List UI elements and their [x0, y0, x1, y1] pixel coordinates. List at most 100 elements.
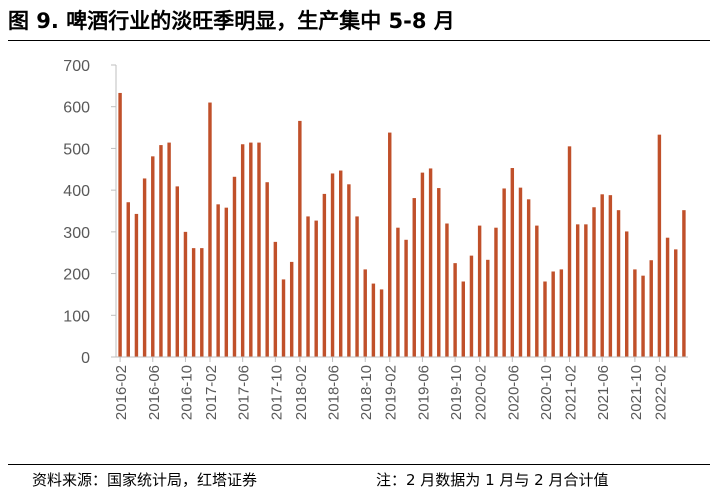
bar-2021-09	[625, 231, 629, 357]
bar-2019-06	[420, 172, 425, 357]
bar-2017-08	[257, 142, 261, 357]
x-tick-label-2016-06: 2016-06	[146, 365, 163, 420]
bar-2016-04	[134, 213, 139, 357]
bar-2020-02	[477, 225, 482, 357]
bar-2019-11	[461, 281, 465, 357]
bar-2018-09	[355, 216, 359, 357]
bar-2019-04	[404, 239, 408, 357]
bar-2018-11	[371, 283, 376, 357]
bar-2017-12	[289, 261, 294, 357]
x-tick-label-2020-10: 2020-10	[538, 365, 555, 420]
y-tick-label: 100	[63, 308, 90, 325]
bar-2020-07	[518, 187, 523, 357]
x-tick-label-2021-02: 2021-02	[563, 365, 580, 420]
bar-2018-10	[363, 269, 367, 357]
bar-2018-12	[379, 289, 384, 357]
x-tick-label-2018-10: 2018-10	[358, 365, 375, 420]
bar-2018-05	[322, 193, 327, 357]
bar-2021-04	[584, 224, 588, 357]
bar-2017-02	[208, 102, 212, 357]
bar-2021-08	[616, 210, 621, 357]
y-tick-label: 700	[63, 58, 90, 75]
bar-2017-06	[240, 144, 245, 357]
bar-2018-02	[298, 120, 302, 358]
bar-2016-07	[159, 145, 163, 357]
bar-2017-04	[224, 207, 229, 357]
bar-2019-09	[445, 223, 449, 357]
figure-title: 图 9. 啤酒行业的淡旺季明显，生产集中 5-8 月	[8, 9, 455, 33]
bar-2022-04	[674, 249, 678, 357]
bar-2020-03	[486, 259, 490, 357]
bar-2016-03	[126, 202, 130, 357]
bar-2020-11	[551, 271, 555, 357]
bar-2016-11	[191, 248, 196, 357]
bar-2017-03	[216, 204, 220, 357]
x-tick-label-2022-02: 2022-02	[652, 365, 669, 420]
y-tick-label: 0	[81, 350, 90, 367]
x-tick-label-2017-10: 2017-10	[268, 365, 285, 420]
bar-2021-06	[600, 194, 604, 357]
bar-2018-04	[314, 220, 318, 357]
bar-2020-05	[502, 188, 506, 357]
bar-2020-06	[510, 168, 515, 357]
bar-2017-07	[249, 142, 253, 357]
bar-2017-11	[281, 279, 286, 357]
y-tick-label: 500	[63, 141, 90, 158]
bar-2016-09	[175, 186, 179, 357]
x-tick-label-2021-06: 2021-06	[595, 365, 612, 420]
bar-2019-12	[469, 255, 474, 357]
bar-2016-06	[151, 156, 155, 357]
bar-2021-02	[567, 146, 572, 357]
x-tick-label-2020-02: 2020-02	[473, 365, 490, 420]
y-tick-label: 300	[63, 225, 90, 242]
x-tick-label-2019-02: 2019-02	[383, 365, 400, 420]
bar-2016-02	[118, 92, 122, 357]
y-tick-label: 400	[63, 183, 90, 200]
y-tick-label: 600	[63, 100, 90, 117]
bar-2016-08	[167, 142, 171, 357]
bar-2016-05	[142, 178, 147, 357]
bar-2021-12	[649, 260, 653, 357]
x-tick-label-2020-06: 2020-06	[505, 365, 522, 420]
bar-2020-04	[494, 227, 498, 357]
bar-2022-02	[657, 134, 662, 357]
y-tick-label: 200	[63, 267, 90, 284]
bar-2022-05	[682, 210, 686, 357]
title-divider	[8, 40, 710, 41]
bar-2018-08	[347, 184, 351, 357]
bar-2016-10	[183, 231, 188, 357]
bar-2018-07	[339, 170, 343, 357]
bar-2018-03	[306, 216, 310, 357]
bar-2019-02	[388, 132, 392, 357]
x-tick-label-2019-10: 2019-10	[448, 365, 465, 420]
bar-2019-10	[453, 263, 457, 357]
x-tick-label-2017-02: 2017-02	[203, 365, 220, 420]
bar-2020-08	[526, 199, 531, 357]
bar-2021-10	[633, 269, 637, 357]
x-tick-label-2018-06: 2018-06	[326, 365, 343, 420]
bar-2020-12	[559, 269, 564, 357]
bar-2020-10	[543, 281, 547, 357]
footer-divider	[8, 464, 710, 465]
bar-2019-05	[412, 198, 416, 357]
bar-2021-07	[608, 195, 613, 357]
bar-2016-12	[200, 248, 204, 357]
beer-production-bar-chart: 0 100 200 300 400 500 600 700 2016-02 2016-06 2016…	[63, 58, 688, 420]
x-tick-label-2021-10: 2021-10	[628, 365, 645, 420]
source-text: 资料来源：国家统计局，红塔证券	[32, 471, 258, 489]
bar-2018-06	[330, 173, 335, 357]
bar-2020-09	[535, 225, 539, 357]
bar-2019-07	[428, 168, 433, 357]
bar-2017-09	[265, 182, 269, 357]
bar-2021-05	[592, 207, 596, 357]
bar-2017-10	[273, 241, 278, 357]
x-tick-label-2016-02: 2016-02	[113, 365, 130, 420]
x-tick-label-2018-02: 2018-02	[293, 365, 310, 420]
bar-2019-08	[437, 188, 441, 357]
x-tick-label-2016-10: 2016-10	[178, 365, 195, 420]
bar-2021-11	[641, 275, 645, 357]
bar-2022-03	[665, 237, 670, 357]
bar-2019-03	[396, 227, 400, 357]
bar-2021-03	[575, 224, 580, 357]
x-tick-label-2017-06: 2017-06	[236, 365, 253, 420]
